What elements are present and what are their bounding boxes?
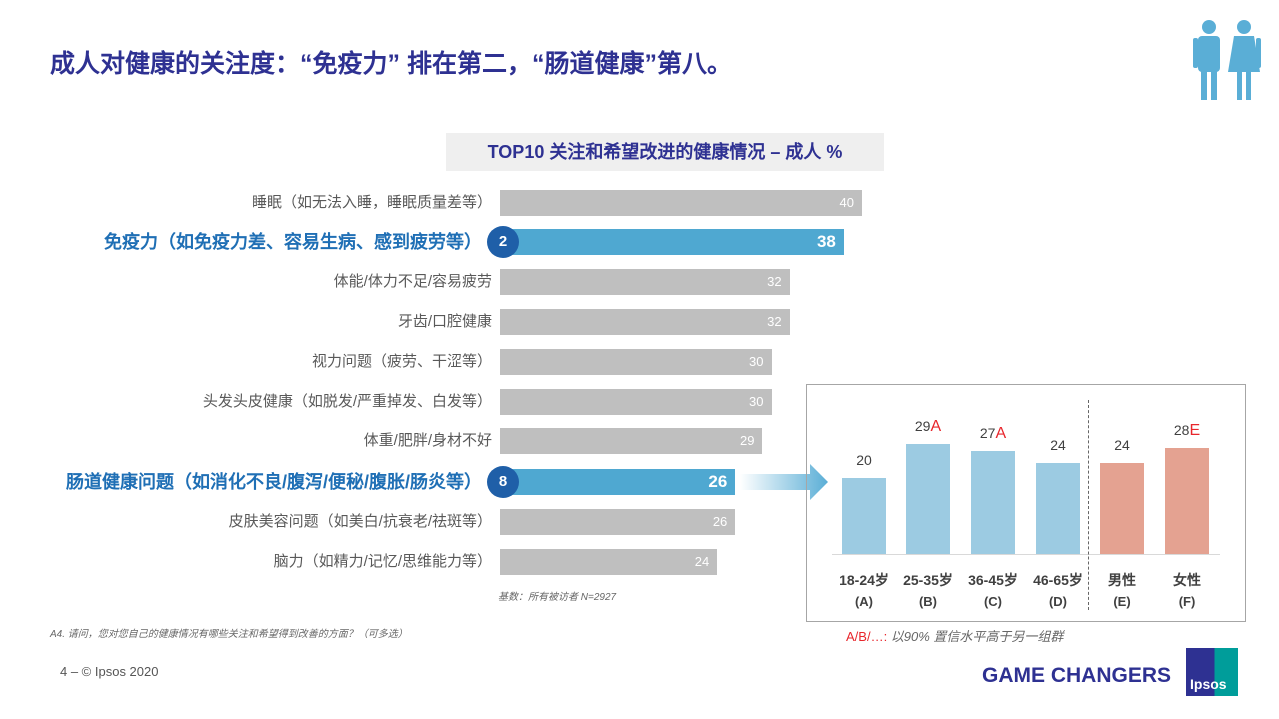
x-axis-line [832, 554, 1220, 555]
category-name: 46-65岁 [1033, 572, 1083, 588]
bar-label: 睡眠（如无法入睡，睡眠质量差等） [251, 194, 492, 211]
bar-value: 32 [767, 274, 782, 289]
bar-value: 20 [856, 452, 872, 468]
bar-value: 24 [1050, 436, 1066, 453]
logo-text: Ipsos [1190, 676, 1227, 692]
bar-value-label: 24 [1082, 437, 1162, 453]
category-label: 女性 (F) [1147, 569, 1227, 613]
bar-value: 29 [914, 417, 931, 434]
bar [1036, 462, 1080, 554]
bar-value-label: 20 [824, 452, 904, 468]
bar [906, 443, 950, 554]
category-label: 46-65岁 (D) [1018, 569, 1098, 613]
category-code: (A) [854, 594, 874, 609]
chart-title: TOP10 关注和希望改进的健康情况 – 成人 % [446, 133, 884, 171]
category-name: 18-24岁 [839, 572, 889, 588]
bar-value-label: 24 [1018, 437, 1098, 453]
bar-value-label: 28E [1147, 422, 1227, 440]
bar: 26 [500, 469, 736, 495]
category-label: 25-35岁 (B) [888, 569, 968, 613]
bar: 38 [500, 229, 844, 255]
significance-marker: A [930, 417, 942, 435]
category-code: (E) [1113, 594, 1131, 609]
bar-value: 26 [708, 472, 728, 491]
bar-label: 脑力（如精力/记忆/思维能力等） [273, 553, 492, 570]
page-number: 4 – © Ipsos 2020 [60, 664, 159, 679]
category-name: 36-45岁 [968, 572, 1018, 588]
rank-badge: 8 [487, 466, 519, 498]
bar [842, 478, 886, 554]
bar-value-label: 29A [888, 418, 968, 436]
question-note: A4. 请问，您对您自己的健康情况有哪些关注和希望得到改善的方面？（可多选） [50, 629, 408, 640]
bar: 32 [500, 269, 790, 295]
category-code: (F) [1178, 594, 1196, 609]
category-name: 25-35岁 [903, 572, 953, 588]
slide-title: 成人对健康的关注度：“免疫力” 排在第二，“肠道健康”第八。 [50, 50, 732, 78]
significance-note: A/B/…: 以90% 置信水平高于另一组群 [846, 626, 1063, 645]
people-icon [1193, 20, 1261, 100]
ipsos-logo: Ipsos [1186, 648, 1238, 696]
bar-value: 30 [749, 394, 764, 409]
bar [971, 451, 1015, 554]
rank-badge: 2 [487, 226, 519, 258]
category-name: 女性 [1173, 572, 1201, 588]
bar-label: 肠道健康问题（如消化不良/腹泻/便秘/腹胀/肠炎等） [65, 472, 482, 492]
category-code: (B) [918, 594, 938, 609]
bar-value: 27 [979, 425, 996, 442]
bar: 30 [500, 349, 772, 375]
arrow-icon [740, 464, 828, 500]
significance-marker: A [995, 425, 1007, 443]
bar-label: 视力问题（疲劳、干涩等） [311, 353, 492, 370]
bar-value: 24 [1114, 436, 1130, 453]
bar-value: 26 [712, 514, 728, 529]
bar-value: 40 [839, 195, 854, 210]
bar: 32 [500, 309, 790, 335]
base-note: 基数：所有被访者 N=2927 [498, 592, 617, 603]
group-breakdown-panel [806, 384, 1246, 622]
bar-value: 28 [1173, 421, 1190, 438]
bar-value: 30 [749, 354, 764, 369]
bar [1100, 462, 1144, 554]
category-name: 男性 [1108, 572, 1136, 588]
category-label: 18-24岁 (A) [824, 569, 904, 613]
bar [1165, 447, 1209, 554]
bar-value: 24 [694, 554, 710, 569]
category-label: 男性 (E) [1082, 569, 1162, 613]
category-label: 36-45岁 (C) [953, 569, 1033, 613]
bar-value-label: 27A [953, 425, 1033, 443]
category-code: (D) [1048, 594, 1068, 609]
bar-value: 29 [739, 433, 755, 448]
bar-label: 皮肤美容问题（如美白/抗衰老/祛斑等） [228, 513, 492, 530]
bar: 30 [500, 389, 772, 415]
significance-marker: E [1189, 421, 1201, 439]
bar-label: 免疫力（如免疫力差、容易生病、感到疲劳等） [104, 232, 482, 252]
sig-note-text: 以90% 置信水平高于另一组群 [887, 629, 1064, 644]
bar: 26 [500, 509, 736, 535]
bar-label: 牙齿/口腔健康 [397, 313, 492, 330]
bar-value: 32 [767, 314, 782, 329]
bar-label: 头发头皮健康（如脱发/严重掉发、白发等） [202, 393, 492, 410]
footer-tagline: GAME CHANGERS [982, 664, 1172, 687]
bar-label: 体能/体力不足/容易疲劳 [333, 273, 492, 290]
bar: 40 [500, 190, 862, 216]
sig-note-prefix: A/B/…: [846, 629, 888, 644]
bar-value: 38 [816, 232, 836, 251]
bar-label: 体重/肥胖/身材不好 [363, 432, 492, 449]
bar: 24 [500, 549, 718, 575]
group-divider [1088, 400, 1089, 610]
bar: 29 [500, 428, 763, 454]
category-code: (C) [983, 594, 1003, 609]
